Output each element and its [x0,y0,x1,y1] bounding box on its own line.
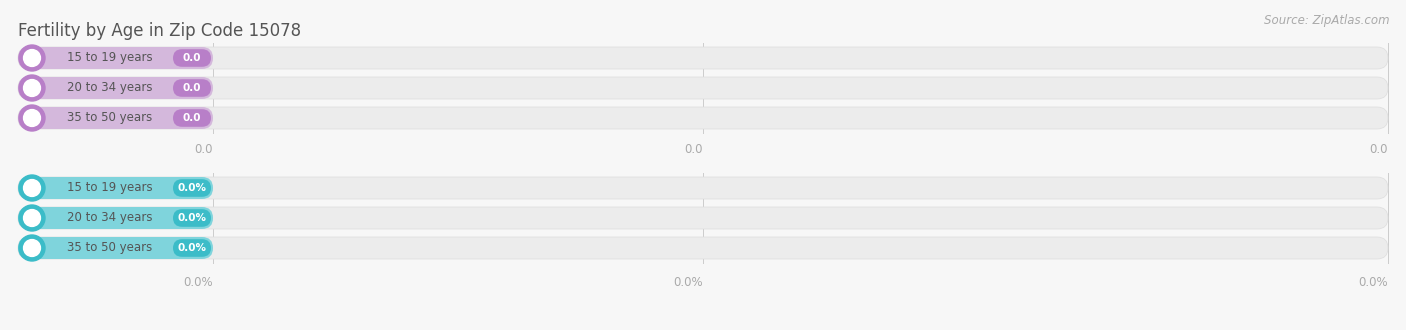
FancyBboxPatch shape [173,49,211,67]
Text: 15 to 19 years: 15 to 19 years [66,182,152,194]
FancyBboxPatch shape [18,77,212,99]
Circle shape [20,205,45,231]
FancyBboxPatch shape [18,177,1388,199]
Text: 0.0: 0.0 [685,143,703,156]
Circle shape [20,235,45,261]
Circle shape [24,110,41,126]
Text: Source: ZipAtlas.com: Source: ZipAtlas.com [1264,14,1391,27]
Text: 0.0: 0.0 [183,113,201,123]
Text: 0.0%: 0.0% [673,276,703,289]
Text: 20 to 34 years: 20 to 34 years [66,82,152,94]
FancyBboxPatch shape [173,79,211,97]
Text: 20 to 34 years: 20 to 34 years [66,212,152,224]
Text: 0.0: 0.0 [194,143,212,156]
Circle shape [20,105,45,131]
Text: 0.0%: 0.0% [183,276,212,289]
FancyBboxPatch shape [18,107,1388,129]
Text: 0.0%: 0.0% [177,213,207,223]
FancyBboxPatch shape [18,47,1388,69]
FancyBboxPatch shape [18,47,212,69]
FancyBboxPatch shape [18,237,1388,259]
FancyBboxPatch shape [18,207,1388,229]
Circle shape [24,180,41,196]
Circle shape [20,175,45,201]
Text: 35 to 50 years: 35 to 50 years [67,242,152,254]
Circle shape [24,80,41,96]
Text: 0.0%: 0.0% [177,243,207,253]
Text: 0.0: 0.0 [1369,143,1388,156]
Circle shape [20,75,45,101]
Text: 0.0%: 0.0% [177,183,207,193]
FancyBboxPatch shape [18,77,1388,99]
FancyBboxPatch shape [173,179,211,197]
FancyBboxPatch shape [173,109,211,127]
FancyBboxPatch shape [18,207,212,229]
Text: 35 to 50 years: 35 to 50 years [67,112,152,124]
Text: 0.0: 0.0 [183,83,201,93]
Circle shape [24,240,41,256]
Circle shape [20,45,45,71]
Text: 0.0: 0.0 [183,53,201,63]
Circle shape [24,50,41,66]
Text: Fertility by Age in Zip Code 15078: Fertility by Age in Zip Code 15078 [18,22,301,40]
FancyBboxPatch shape [18,177,212,199]
Text: 15 to 19 years: 15 to 19 years [66,51,152,64]
FancyBboxPatch shape [173,209,211,227]
FancyBboxPatch shape [18,237,212,259]
FancyBboxPatch shape [18,107,212,129]
Circle shape [24,210,41,226]
Text: 0.0%: 0.0% [1358,276,1388,289]
FancyBboxPatch shape [173,239,211,257]
